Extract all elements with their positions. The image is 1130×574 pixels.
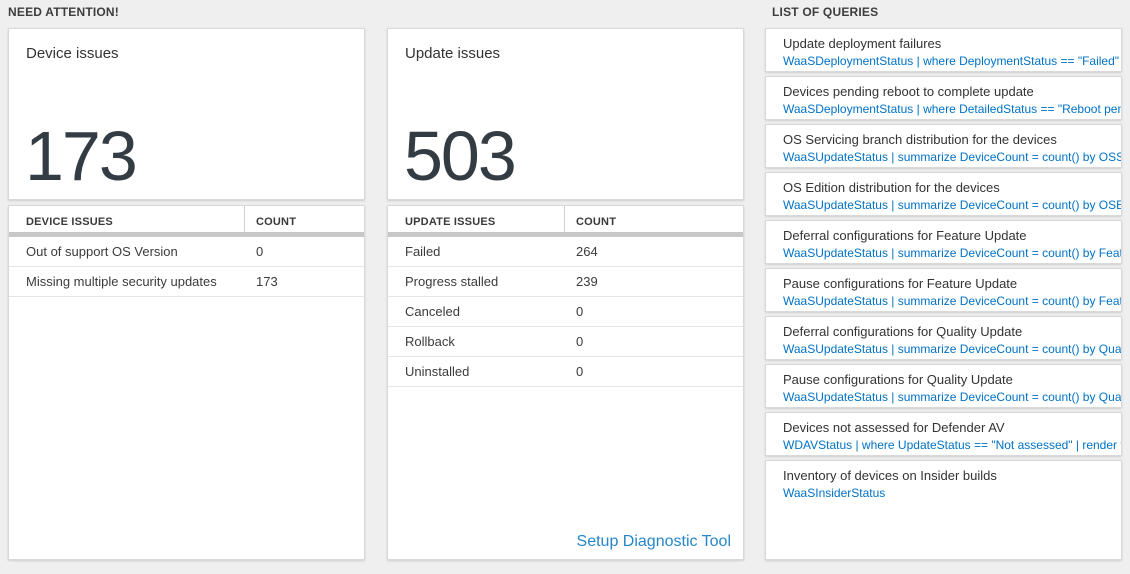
query-code: WaaSUpdateStatus | summarize DeviceCount… — [783, 342, 1122, 356]
column-header-count: COUNT — [256, 216, 297, 228]
query-title: Devices pending reboot to complete updat… — [783, 84, 1034, 99]
need-attention-section-label: NEED ATTENTION! — [8, 5, 119, 19]
issue-name-cell: Canceled — [405, 304, 460, 319]
device-issues-stat-card[interactable]: Device issues 173 — [8, 28, 365, 200]
column-header-count: COUNT — [576, 216, 617, 228]
update-issues-card-title: Update issues — [405, 45, 501, 62]
update-issues-column: Update issues 503 UPDATE ISSUES COUNT Fa… — [387, 28, 744, 560]
issue-count-cell: 173 — [256, 274, 278, 289]
table-row[interactable]: Out of support OS Version 0 — [9, 237, 364, 267]
issue-name-cell: Rollback — [405, 334, 455, 349]
query-item-devices-not-assessed-defender[interactable]: Devices not assessed for Defender AV WDA… — [765, 412, 1122, 456]
device-issues-table: DEVICE ISSUES COUNT Out of support OS Ve… — [8, 205, 365, 560]
column-header-device-issues: DEVICE ISSUES — [9, 206, 245, 232]
issue-count-cell: 264 — [576, 244, 598, 259]
query-item-update-deployment-failures[interactable]: Update deployment failures WaaSDeploymen… — [765, 28, 1122, 72]
query-item-deferral-feature-update[interactable]: Deferral configurations for Feature Upda… — [765, 220, 1122, 264]
table-row[interactable]: Canceled 0 — [388, 297, 743, 327]
issue-name-cell: Out of support OS Version — [26, 244, 178, 259]
query-title: Deferral configurations for Feature Upda… — [783, 228, 1027, 243]
query-title: OS Edition distribution for the devices — [783, 180, 1000, 195]
list-of-queries-section-label: LIST OF QUERIES — [772, 5, 879, 19]
device-issues-table-header: DEVICE ISSUES COUNT — [9, 206, 364, 237]
query-title: Deferral configurations for Quality Upda… — [783, 324, 1023, 339]
update-issues-count-value: 503 — [404, 117, 517, 195]
query-code: WaaSDeploymentStatus | where DetailedSta… — [783, 102, 1122, 116]
query-title: Inventory of devices on Insider builds — [783, 468, 997, 483]
table-row[interactable]: Failed 264 — [388, 237, 743, 267]
issue-count-cell: 239 — [576, 274, 598, 289]
query-item-os-servicing-branch[interactable]: OS Servicing branch distribution for the… — [765, 124, 1122, 168]
query-item-inventory-insider-builds[interactable]: Inventory of devices on Insider builds W… — [765, 460, 1122, 560]
issue-name-cell: Missing multiple security updates — [26, 274, 217, 289]
device-issues-count-value: 173 — [25, 117, 138, 195]
table-row[interactable]: Uninstalled 0 — [388, 357, 743, 387]
query-list: Update deployment failures WaaSDeploymen… — [765, 28, 1122, 560]
device-issues-column: Device issues 173 DEVICE ISSUES COUNT Ou… — [8, 28, 365, 560]
update-issues-table-header: UPDATE ISSUES COUNT — [388, 206, 743, 237]
query-code: WaaSUpdateStatus | summarize DeviceCount… — [783, 390, 1122, 404]
issue-count-cell: 0 — [576, 334, 584, 349]
table-row[interactable]: Rollback 0 — [388, 327, 743, 357]
query-item-devices-pending-reboot[interactable]: Devices pending reboot to complete updat… — [765, 76, 1122, 120]
query-code: WaaSUpdateStatus | summarize DeviceCount… — [783, 150, 1122, 164]
issue-count-cell: 0 — [576, 304, 584, 319]
device-issues-card-title: Device issues — [26, 45, 119, 62]
update-issues-stat-card[interactable]: Update issues 503 — [387, 28, 744, 200]
query-code: WDAVStatus | where UpdateStatus == "Not … — [783, 438, 1122, 452]
update-issues-table: UPDATE ISSUES COUNT Failed 264 Progress … — [387, 205, 744, 560]
issue-count-cell: 0 — [256, 244, 264, 259]
table-row[interactable]: Progress stalled 239 — [388, 267, 743, 297]
query-title: Update deployment failures — [783, 36, 942, 51]
query-code: WaaSUpdateStatus | summarize DeviceCount… — [783, 294, 1122, 308]
query-code: WaaSDeploymentStatus | where DeploymentS… — [783, 54, 1122, 68]
column-header-update-issues: UPDATE ISSUES — [388, 206, 565, 232]
table-row[interactable]: Missing multiple security updates 173 — [9, 267, 364, 297]
query-item-deferral-quality-update[interactable]: Deferral configurations for Quality Upda… — [765, 316, 1122, 360]
query-title: OS Servicing branch distribution for the… — [783, 132, 1057, 147]
query-item-os-edition-distribution[interactable]: OS Edition distribution for the devices … — [765, 172, 1122, 216]
query-item-pause-feature-update[interactable]: Pause configurations for Feature Update … — [765, 268, 1122, 312]
setup-diagnostic-tool-link[interactable]: Setup Diagnostic Tool — [576, 533, 731, 550]
query-title: Pause configurations for Feature Update — [783, 276, 1018, 291]
query-code: WaaSUpdateStatus | summarize DeviceCount… — [783, 198, 1122, 212]
query-title: Devices not assessed for Defender AV — [783, 420, 1005, 435]
issue-name-cell: Failed — [405, 244, 441, 259]
query-item-pause-quality-update[interactable]: Pause configurations for Quality Update … — [765, 364, 1122, 408]
query-code: WaaSInsiderStatus — [783, 486, 886, 500]
issue-name-cell: Progress stalled — [405, 274, 499, 289]
query-code: WaaSUpdateStatus | summarize DeviceCount… — [783, 246, 1122, 260]
query-title: Pause configurations for Quality Update — [783, 372, 1013, 387]
issue-name-cell: Uninstalled — [405, 364, 470, 379]
issue-count-cell: 0 — [576, 364, 584, 379]
